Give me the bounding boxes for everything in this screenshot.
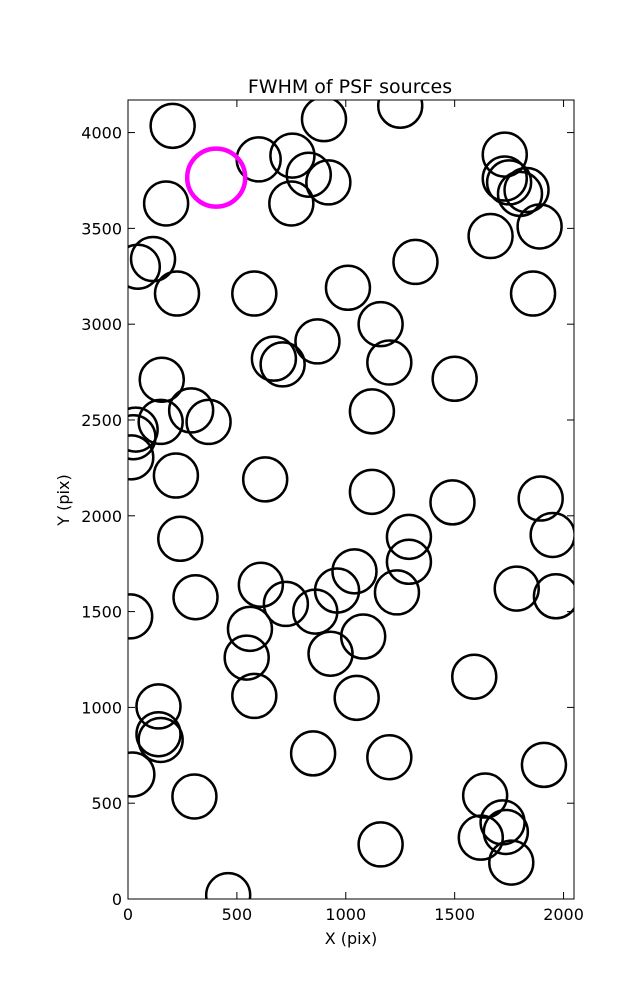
psf-source-marker — [503, 166, 550, 214]
psf-source-marker — [305, 159, 352, 206]
y-axis-label: Y (pix) — [54, 474, 73, 526]
x-axis-label: X (pix) — [325, 929, 378, 948]
tick-layer: 0 500 1000 1500 2000 0 500 1000 1500 2000 2500 3000… — [81, 100, 584, 924]
psf-source-marker — [231, 270, 278, 317]
psf-source-marker — [339, 613, 387, 660]
psf-source-marker — [481, 155, 528, 202]
marker-layer — [128, 100, 574, 899]
y-tick-label: 0 — [112, 890, 122, 909]
psf-source-marker — [128, 751, 156, 798]
x-tick-label: 1000 — [325, 905, 366, 924]
psf-source-marker — [488, 839, 535, 886]
psf-source-marker — [331, 548, 378, 595]
psf-source-marker — [529, 511, 574, 559]
psf-source-marker — [135, 683, 182, 730]
y-tick-label: 1500 — [81, 603, 122, 622]
x-tick-label: 2000 — [543, 905, 584, 924]
psf-source-marker — [392, 238, 439, 286]
psf-source-marker — [366, 733, 413, 781]
psf-source-marker — [467, 212, 514, 260]
psf-source-marker — [152, 452, 200, 499]
psf-source-marker — [376, 100, 424, 129]
psf-source-marker — [373, 569, 421, 616]
psf-source-marker — [226, 605, 274, 653]
psf-source-marker — [137, 398, 184, 446]
psf-source-marker — [517, 475, 564, 522]
highlighted-source-marker — [184, 146, 248, 209]
psf-source-marker — [307, 630, 354, 677]
psf-source-marker — [128, 413, 157, 461]
psf-source-marker — [294, 318, 341, 365]
psf-source-marker — [241, 456, 289, 503]
psf-source-marker — [262, 580, 310, 628]
psf-source-marker — [268, 180, 315, 227]
psf-source-marker — [509, 270, 557, 317]
psf-source-marker — [172, 573, 219, 621]
psf-source-marker — [137, 716, 184, 764]
psf-source-marker — [482, 808, 530, 856]
y-tick-label: 1000 — [81, 698, 122, 717]
psf-source-marker — [289, 730, 337, 777]
psf-source-marker — [451, 653, 498, 700]
psf-source-marker — [128, 593, 154, 640]
x-tick-label: 0 — [123, 905, 133, 924]
psf-source-marker — [520, 741, 568, 789]
y-tick-label: 4000 — [81, 124, 122, 143]
psf-source-marker — [431, 355, 478, 403]
psf-source-marker — [128, 434, 155, 481]
psf-source-marker — [457, 814, 505, 861]
psf-source-marker — [348, 388, 396, 435]
x-tick-label: 500 — [222, 905, 253, 924]
psf-source-marker — [231, 672, 278, 720]
psf-source-marker — [333, 674, 380, 722]
psf-source-marker — [516, 203, 563, 250]
psf-source-marker — [223, 634, 270, 681]
psf-source-marker — [366, 339, 413, 386]
psf-source-marker — [142, 180, 190, 227]
psf-source-marker — [171, 773, 218, 820]
psf-source-marker — [385, 538, 433, 586]
psf-source-marker — [300, 100, 348, 143]
psf-source-marker — [250, 335, 298, 382]
psf-source-marker — [185, 398, 232, 446]
y-tick-label: 500 — [91, 794, 122, 813]
y-tick-label: 3000 — [81, 315, 122, 334]
psf-source-marker — [138, 356, 186, 403]
chart-title: FWHM of PSF sources — [248, 76, 452, 98]
psf-source-marker — [269, 132, 316, 179]
psf-source-marker — [167, 387, 215, 434]
psf-source-marker — [285, 151, 333, 198]
psf-source-marker — [357, 821, 404, 868]
psf-source-marker — [357, 300, 404, 348]
y-tick-label: 3500 — [81, 219, 122, 238]
psf-source-marker — [292, 588, 339, 635]
x-tick-label: 1500 — [434, 905, 475, 924]
psf-source-marker — [128, 406, 159, 453]
psf-source-marker — [128, 243, 162, 290]
psf-source-marker — [461, 772, 509, 819]
psf-source-marker — [204, 871, 252, 899]
y-tick-label: 2500 — [81, 411, 122, 430]
psf-source-marker — [259, 341, 306, 388]
psf-source-marker — [348, 468, 396, 516]
psf-source-marker — [385, 513, 433, 561]
psf-source-marker — [157, 515, 204, 563]
psf-source-marker — [135, 710, 182, 758]
psf-source-marker — [237, 561, 285, 609]
plot-frame — [127, 99, 575, 900]
psf-source-marker — [493, 565, 540, 612]
psf-source-marker — [153, 270, 201, 317]
psf-source-marker — [324, 264, 372, 312]
psf-source-marker — [532, 573, 574, 620]
psf-source-marker — [429, 479, 476, 526]
psf-source-marker — [149, 102, 196, 150]
y-tick-label: 2000 — [81, 507, 122, 526]
